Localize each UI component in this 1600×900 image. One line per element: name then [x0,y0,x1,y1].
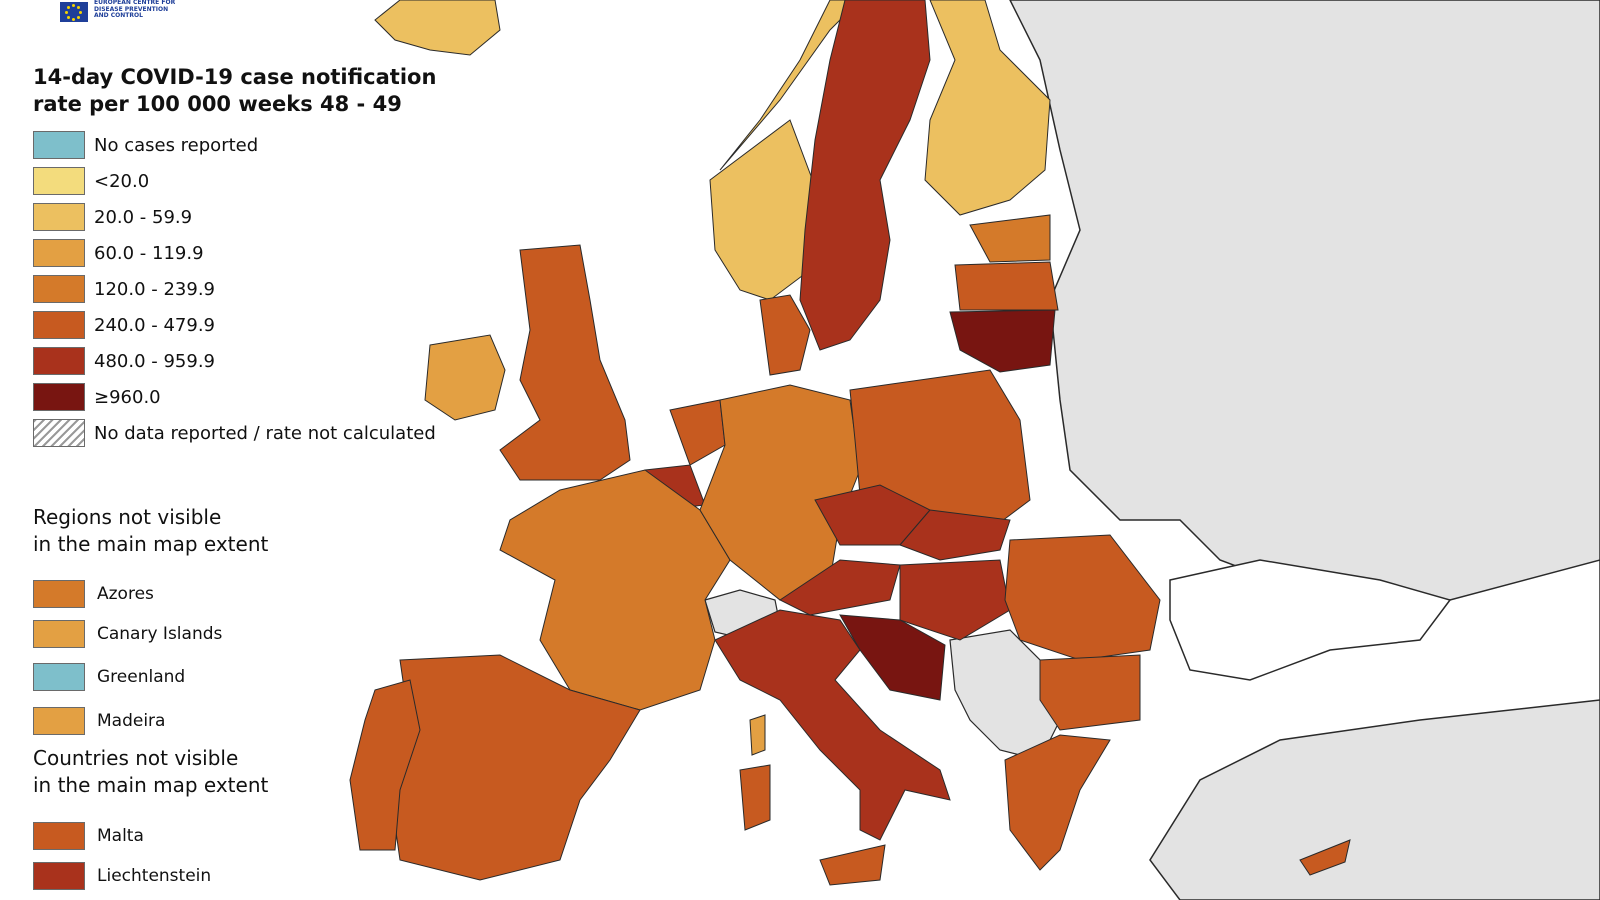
legend-item: 480.0 - 959.9 [33,347,215,375]
sicily [819,844,886,886]
sardinia [739,764,771,831]
netherlands [669,399,726,466]
country-item: Liechtenstein [33,862,211,890]
cyprus [1299,839,1351,876]
legend-swatch [33,419,85,447]
region-label: Canary Islands [97,624,223,644]
greece [1004,734,1111,871]
legend-item: 60.0 - 119.9 [33,239,204,267]
legend-swatch [33,167,85,195]
country-swatch [33,822,85,850]
legend-swatch [33,131,85,159]
legend-swatch [33,239,85,267]
region-item: Azores [33,580,154,608]
non-eu-east [1009,0,1600,900]
portugal [349,679,421,851]
hungary [899,559,1011,641]
region-label: Madeira [97,711,166,731]
country-label: Malta [97,826,144,846]
ireland [424,334,506,421]
legend-item: <20.0 [33,167,149,195]
legend-label: ≥960.0 [94,386,161,408]
slovakia [899,509,1011,561]
countries-heading: Countries not visible in the main map ex… [33,746,269,797]
estonia [969,214,1051,263]
finland [924,0,1051,216]
legend-swatch [33,383,85,411]
denmark [759,294,811,376]
region-swatch [33,663,85,691]
map-title: 14-day COVID-19 case notification rate p… [33,65,437,116]
italy [714,609,951,841]
legend-label: 480.0 - 959.9 [94,350,215,372]
country-item: Malta [33,822,144,850]
legend-swatch [33,203,85,231]
non-eu-black-sea [1169,559,1452,681]
org-name: EUROPEAN CENTRE FOR DISEASE PREVENTION A… [94,0,176,19]
legend-item: 120.0 - 239.9 [33,275,215,303]
legend-item: No data reported / rate not calculated [33,419,436,447]
legend-label: No cases reported [94,134,259,156]
region-label: Greenland [97,667,186,687]
legend-item: 20.0 - 59.9 [33,203,192,231]
bulgaria [1039,654,1141,731]
legend-item: ≥960.0 [33,383,161,411]
country-label: Liechtenstein [97,866,212,886]
lithuania [949,309,1056,373]
country-swatch [33,862,85,890]
legend-swatch [33,275,85,303]
region-label: Azores [97,584,154,604]
norway-south [709,119,821,301]
sweden [799,0,931,351]
legend-label: 20.0 - 59.9 [94,206,193,228]
ecdc-logo: EUROPEAN CENTRE FOR DISEASE PREVENTION A… [60,0,184,22]
legend-item: No cases reported [33,131,258,159]
austria [779,559,901,616]
eu-flag-icon [60,2,88,22]
iceland [374,0,501,56]
romania [1004,534,1161,661]
regions-heading: Regions not visible in the main map exte… [33,505,269,556]
legend-swatch [33,311,85,339]
legend-label: 60.0 - 119.9 [94,242,204,264]
norway [719,0,861,171]
corsica [749,714,766,756]
region-swatch [33,620,85,648]
legend-label: 120.0 - 239.9 [94,278,215,300]
legend-label: No data reported / rate not calculated [94,422,436,444]
region-item: Canary Islands [33,620,222,648]
region-item: Greenland [33,663,185,691]
region-item: Madeira [33,707,165,735]
legend-item: 240.0 - 479.9 [33,311,215,339]
legend-label: <20.0 [94,170,150,192]
region-swatch [33,707,85,735]
legend-swatch [33,347,85,375]
legend-panel: EUROPEAN CENTRE FOR DISEASE PREVENTION A… [0,0,470,900]
latvia [954,261,1059,311]
legend-label: 240.0 - 479.9 [94,314,215,336]
uk [499,244,631,481]
region-swatch [33,580,85,608]
